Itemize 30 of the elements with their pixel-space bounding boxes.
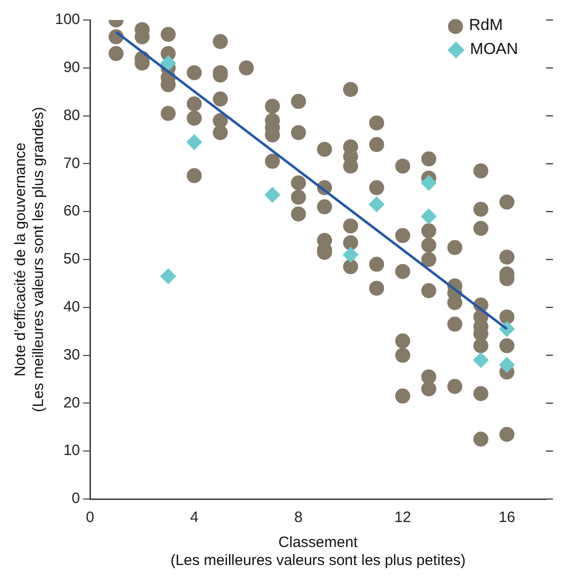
- y-tick-label: 50: [63, 250, 80, 268]
- x-tick-label: 16: [498, 509, 516, 526]
- x-tick-label: 4: [190, 509, 198, 526]
- y-tick-label: 30: [63, 346, 80, 364]
- point: [186, 134, 202, 150]
- point: [420, 174, 437, 191]
- point: [160, 55, 176, 72]
- point: [160, 268, 176, 284]
- point: [264, 186, 280, 203]
- y-tick-label: 90: [63, 59, 80, 76]
- y-tick-label: 100: [54, 11, 80, 28]
- point: [420, 208, 437, 224]
- point: [342, 246, 359, 263]
- point: [368, 196, 385, 212]
- y-tick-label: 40: [63, 298, 80, 316]
- legend-label: MOAN: [470, 40, 518, 60]
- y-axis-title: Note d’efficacité de la gouvernance (Les meilleures valeurs sont les plus grandes): [12, 106, 48, 412]
- y-tick-label: 10: [63, 442, 80, 460]
- point: [498, 356, 515, 373]
- y-tick-label: 0: [72, 490, 80, 508]
- y-tick-label: 60: [63, 202, 80, 220]
- x-axis-title: Classement (Les meilleures valeurs sont les plus petites): [170, 534, 466, 570]
- y-tick-label: 70: [63, 154, 80, 172]
- x-tick-label: 12: [394, 509, 412, 526]
- y-tick-label: 20: [63, 394, 80, 412]
- x-tick-label: 8: [294, 509, 303, 526]
- point: [472, 352, 489, 368]
- y-tick-label: 80: [63, 106, 80, 124]
- x-tick-label: 0: [86, 509, 94, 526]
- legend-label: RdM: [469, 16, 503, 36]
